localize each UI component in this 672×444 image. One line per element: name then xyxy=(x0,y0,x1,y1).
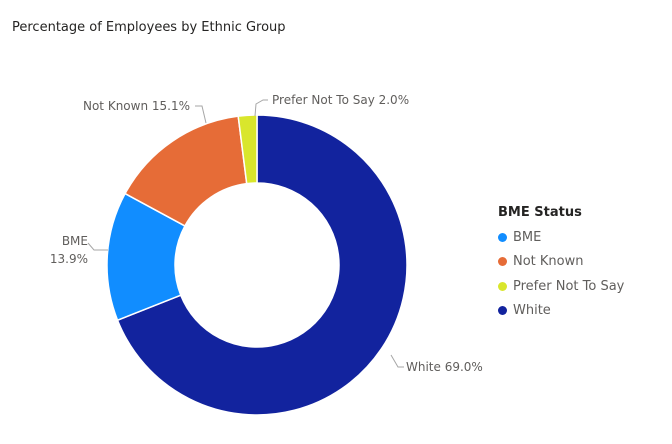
data-label-bme-name: BME xyxy=(62,234,88,248)
legend-marker xyxy=(498,281,507,291)
slice-white[interactable] xyxy=(116,114,408,416)
leader-line-not-known xyxy=(195,105,207,124)
slice-prefer-not-to-say[interactable] xyxy=(237,114,258,185)
data-labels: White 69.0% BME 13.9% Not Known 15.1% Pr… xyxy=(50,93,483,374)
legend-label: Prefer Not To Say xyxy=(513,278,625,294)
legend-label: White xyxy=(513,303,551,319)
data-label-prefer-not-to-say: Prefer Not To Say 2.0% xyxy=(272,93,409,107)
data-label-white: White 69.0% xyxy=(406,360,483,374)
leader-line-bme xyxy=(87,242,108,251)
legend-item-bme[interactable]: BME xyxy=(498,225,624,250)
legend-marker xyxy=(498,232,507,242)
chart-title: Percentage of Employees by Ethnic Group xyxy=(12,20,286,35)
legend-marker xyxy=(498,306,507,316)
leader-line-prefer-not-to-say xyxy=(254,99,268,117)
legend-item-prefer-not-to-say[interactable]: Prefer Not To Say xyxy=(498,274,624,299)
donut-slices xyxy=(106,114,408,416)
legend-item-not-known[interactable]: Not Known xyxy=(498,250,624,275)
data-label-bme-value: 13.9% xyxy=(50,252,88,266)
data-label-not-known: Not Known 15.1% xyxy=(83,99,190,113)
legend-marker xyxy=(498,257,507,267)
leader-line-white xyxy=(390,354,404,368)
legend-item-white[interactable]: White xyxy=(498,299,624,324)
legend-label: BME xyxy=(513,229,542,245)
legend-label: Not Known xyxy=(513,254,584,270)
legend-title: BME Status xyxy=(498,205,582,220)
legend: BME Status BME Not Known Prefer Not To S… xyxy=(498,205,624,323)
